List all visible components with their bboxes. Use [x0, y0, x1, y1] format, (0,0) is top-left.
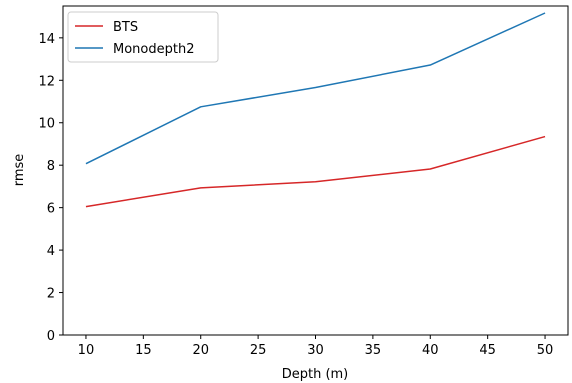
- y-tick-label: 12: [38, 74, 55, 89]
- x-tick-label: 45: [479, 343, 496, 358]
- legend-box: [67, 11, 219, 63]
- y-tick-label: 6: [47, 202, 55, 217]
- x-axis: 10 15 20 25 30 35 40 45 50: [78, 335, 554, 358]
- x-tick-label: 15: [135, 343, 152, 358]
- plot-area: [85, 12, 546, 208]
- legend-label-bts: BTS: [113, 20, 138, 35]
- y-tick-label: 4: [47, 244, 55, 259]
- series-line-monodepth2: [85, 12, 546, 165]
- series-line-bts: [85, 135, 546, 208]
- y-tick-label: 0: [47, 329, 55, 344]
- y-axis-label: rmse: [12, 154, 27, 187]
- x-tick-label: 25: [250, 343, 267, 358]
- y-tick-label: 14: [38, 32, 55, 47]
- x-tick-label: 10: [78, 343, 95, 358]
- y-tick-label: 10: [38, 117, 55, 132]
- x-tick-label: 20: [192, 343, 209, 358]
- x-tick-label: 40: [422, 343, 439, 358]
- x-tick-label: 50: [537, 343, 554, 358]
- x-axis-label: Depth (m): [282, 367, 349, 382]
- x-tick-label: 35: [365, 343, 382, 358]
- x-tick-label: 30: [307, 343, 324, 358]
- y-axis: 0 2 4 6 8 10 12 14: [38, 32, 63, 344]
- y-tick-label: 2: [47, 287, 55, 302]
- legend: BTS Monodepth2: [67, 11, 219, 63]
- legend-label-monodepth2: Monodepth2: [113, 42, 194, 57]
- y-tick-label: 8: [47, 159, 55, 174]
